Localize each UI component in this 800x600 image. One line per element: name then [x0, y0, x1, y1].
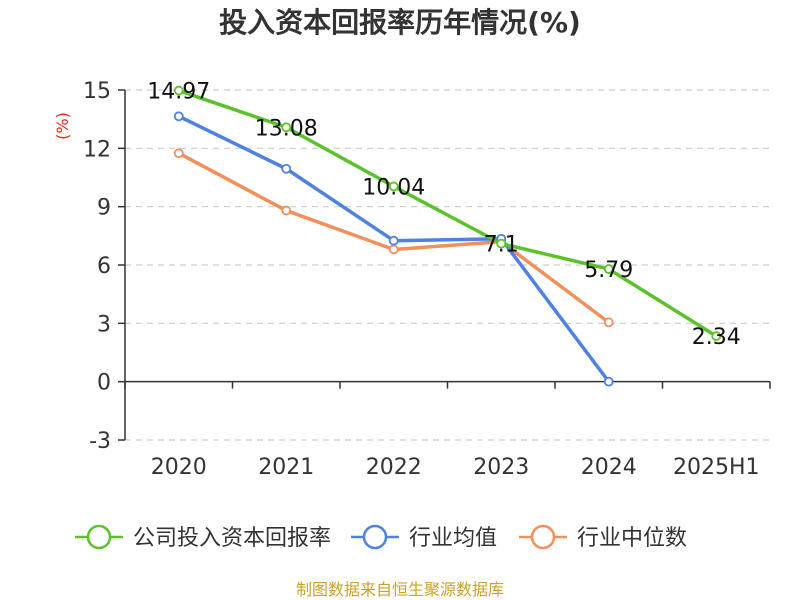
legend-label: 行业均值 [409, 526, 497, 551]
y-tick-label: -3 [89, 429, 111, 454]
y-tick-label: 15 [83, 79, 111, 104]
series-point[interactable] [281, 122, 292, 133]
data-labels: 14.97 13.08 10.04 7.1 5.79 2.34 [147, 80, 740, 351]
x-tick-label: 2023 [473, 455, 529, 480]
x-tick-label: 2020 [151, 455, 207, 480]
series-point[interactable] [603, 264, 614, 274]
y-tick-label: 3 [97, 312, 111, 337]
x-tick-label: 2022 [366, 455, 422, 480]
legend-item[interactable]: 行业中位数 [519, 524, 687, 551]
grid [125, 89, 770, 441]
legend-item[interactable]: 公司投入资本回报率 [75, 524, 331, 551]
data-label: 14.97 [147, 80, 210, 105]
data-label: 7.1 [484, 233, 519, 258]
series-layer [173, 85, 722, 387]
series-line [178, 88, 718, 338]
y-tick-label: 0 [97, 371, 111, 396]
legend-item[interactable]: 行业均值 [351, 524, 497, 551]
legend-marker [86, 524, 112, 550]
series-point[interactable] [711, 331, 722, 342]
legend-marker [530, 524, 556, 550]
series-point[interactable] [496, 238, 507, 249]
data-label: 2.34 [692, 325, 741, 350]
series-point[interactable] [281, 205, 292, 216]
legend-label: 公司投入资本回报率 [133, 526, 331, 551]
series-point[interactable] [603, 317, 614, 328]
legend-marker [362, 524, 388, 550]
chart-title: 投入资本回报率历年情况(%) [219, 6, 581, 39]
data-label: 10.04 [362, 175, 425, 200]
series-point[interactable] [173, 85, 184, 96]
data-label: 5.79 [584, 258, 633, 283]
series-point[interactable] [173, 111, 184, 122]
y-tick-label: 12 [83, 137, 111, 162]
legend-label: 行业中位数 [577, 526, 687, 551]
x-tick-label: 2024 [581, 455, 637, 480]
series-point[interactable] [173, 148, 184, 159]
series-point[interactable] [603, 376, 614, 387]
y-axis-label: (%) [53, 112, 72, 140]
x-tick-label: 2025H1 [673, 455, 760, 480]
axes: 15 12 9 6 3 0 -3 2020 2021 2022 2023 2024 2025H1 [83, 79, 771, 480]
series-point[interactable] [388, 181, 399, 192]
series-point[interactable] [388, 235, 399, 246]
x-tick-label: 2021 [258, 455, 314, 480]
source-note: 制图数据来自恒生聚源数据库 [296, 580, 504, 599]
legend[interactable]: 公司投入资本回报率 行业均值 行业中位数 [75, 524, 687, 551]
series-point[interactable] [281, 163, 292, 174]
series-point[interactable] [388, 244, 399, 255]
y-tick-label: 9 [97, 196, 111, 221]
y-tick-label: 6 [97, 254, 111, 279]
data-label: 13.08 [255, 116, 318, 141]
